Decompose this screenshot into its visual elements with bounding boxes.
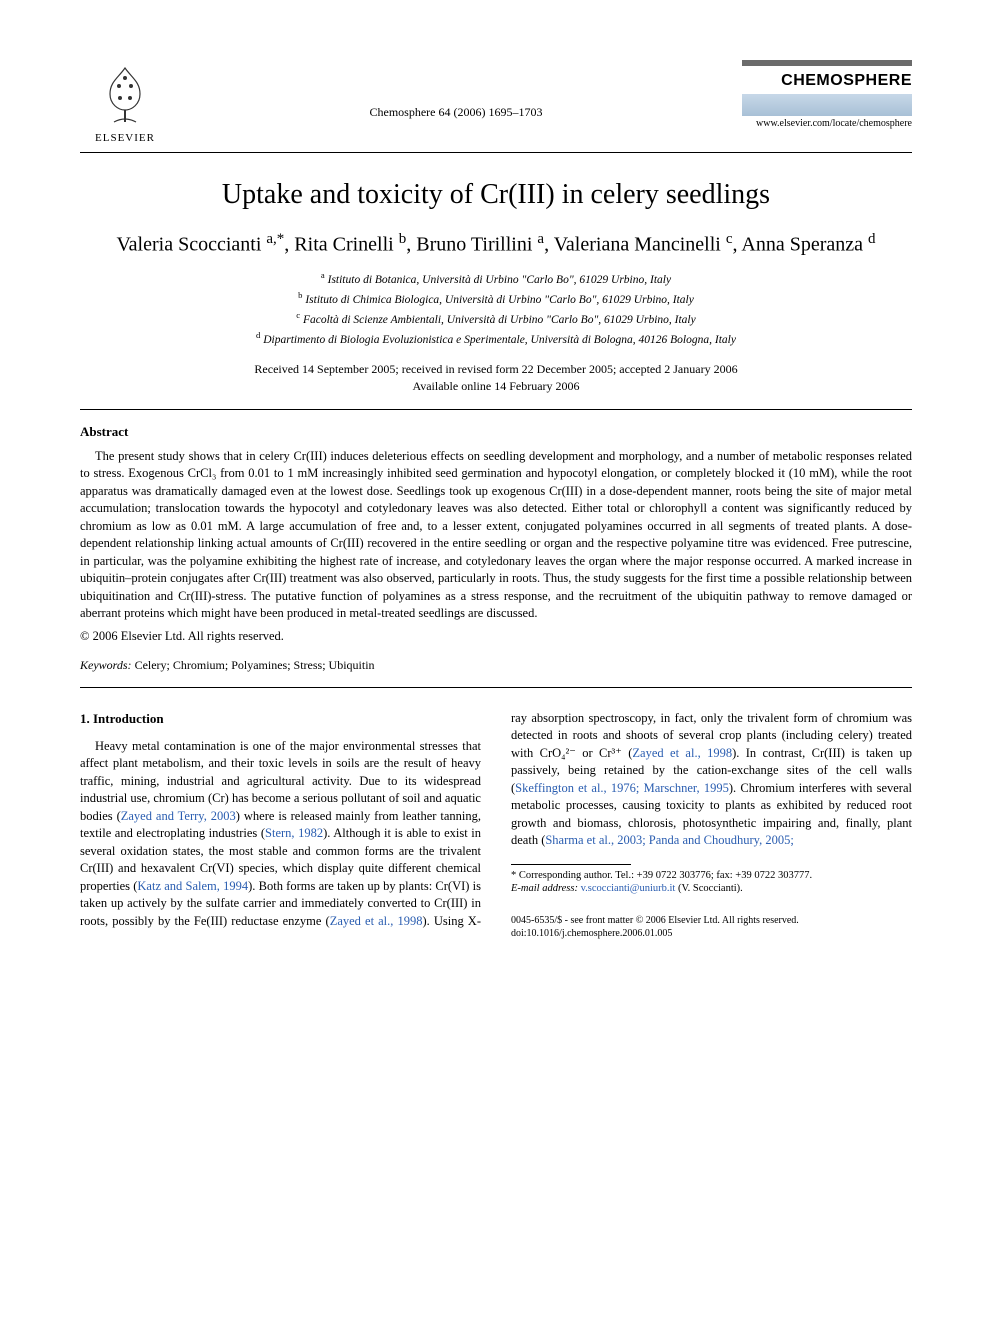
email-person: (V. Scoccianti). [678,883,743,894]
article-title: Uptake and toxicity of Cr(III) in celery… [80,179,912,211]
abstract-body: The present study shows that in celery C… [80,448,912,623]
affiliation-c: c Facoltà di Scienze Ambientali, Univers… [80,309,912,329]
abstract-top-divider [80,409,912,410]
header-divider [80,152,912,153]
affiliation-d: d Dipartimento di Biologia Evoluzionisti… [80,329,912,349]
journal-url[interactable]: www.elsevier.com/locate/chemosphere [742,118,912,129]
publisher-logo-block: ELSEVIER [80,60,170,144]
dates-received: Received 14 September 2005; received in … [80,361,912,378]
journal-name: CHEMOSPHERE [781,72,912,90]
footnote-separator [511,864,631,865]
journal-cover-block: CHEMOSPHERE www.elsevier.com/locate/chem… [742,60,912,129]
introduction-paragraph: Heavy metal contamination is one of the … [80,710,912,940]
header-row: ELSEVIER Chemosphere 64 (2006) 1695–1703… [80,60,912,144]
journal-reference: Chemosphere 64 (2006) 1695–1703 [170,60,742,120]
abstract-bottom-divider [80,687,912,688]
corresponding-author-footnote: * Corresponding author. Tel.: +39 0722 3… [511,869,912,896]
journal-cover-image [742,94,912,116]
keywords-label: Keywords: [80,658,132,672]
footer-block: 0045-6535/$ - see front matter © 2006 El… [511,914,912,940]
abstract-copyright: © 2006 Elsevier Ltd. All rights reserved… [80,629,912,644]
cover-top-bar [742,60,912,66]
authors-list: Valeria Scoccianti a,*, Rita Crinelli b,… [80,229,912,259]
affiliation-a: a Istituto di Botanica, Università di Ur… [80,269,912,289]
keywords-line: Keywords: Celery; Chromium; Polyamines; … [80,658,912,673]
footer-front-matter: 0045-6535/$ - see front matter © 2006 El… [511,914,912,927]
corresponding-author-line: * Corresponding author. Tel.: +39 0722 3… [511,869,912,883]
publisher-name: ELSEVIER [95,132,155,144]
dates-online: Available online 14 February 2006 [80,378,912,395]
keywords-list: Celery; Chromium; Polyamines; Stress; Ub… [135,658,375,672]
abstract-heading: Abstract [80,424,912,440]
article-dates: Received 14 September 2005; received in … [80,361,912,395]
email-label: E-mail address: [511,883,578,894]
elsevier-tree-icon [90,60,160,130]
affiliations: a Istituto di Botanica, Università di Ur… [80,269,912,349]
email-address[interactable]: v.scoccianti@uniurb.it [581,883,676,894]
footer-doi: doi:10.1016/j.chemosphere.2006.01.005 [511,927,912,940]
introduction-heading: 1. Introduction [80,710,481,728]
body-columns: 1. Introduction Heavy metal contaminatio… [80,710,912,940]
email-line: E-mail address: v.scoccianti@uniurb.it (… [511,882,912,896]
affiliation-b: b Istituto di Chimica Biologica, Univers… [80,289,912,309]
